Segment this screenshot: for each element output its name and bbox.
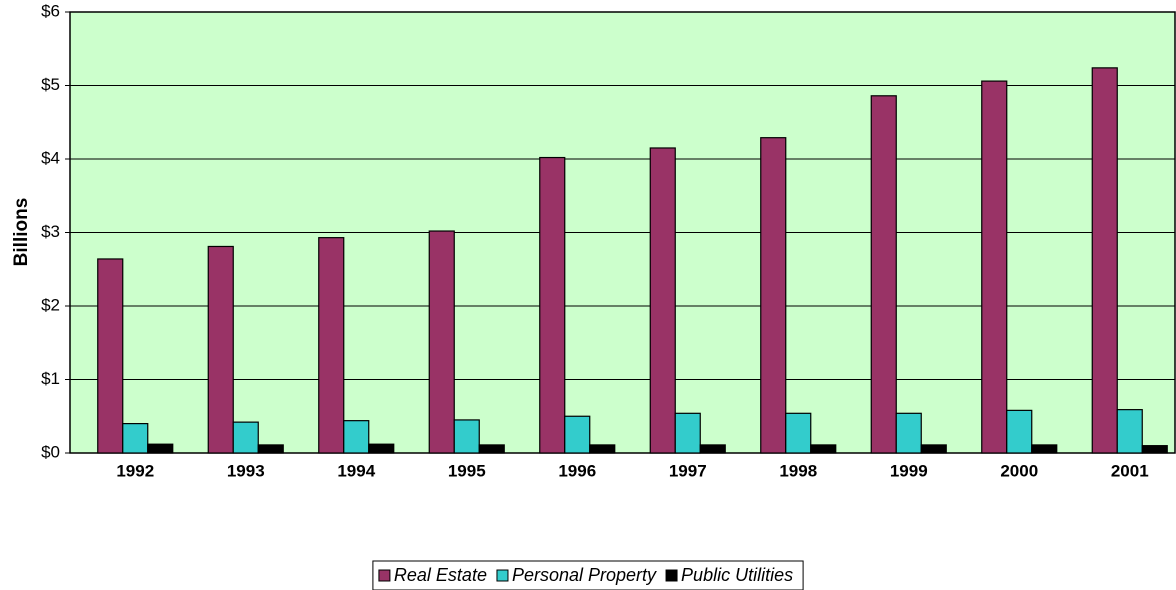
bar — [122, 423, 149, 454]
y-tick-label: $1 — [41, 369, 60, 388]
x-tick-label: 1996 — [558, 461, 596, 480]
bar — [699, 444, 726, 454]
legend — [372, 560, 804, 590]
legend-label: Public Utilities — [681, 565, 793, 585]
bar — [147, 443, 174, 454]
x-tick-label: 1995 — [448, 461, 486, 480]
bar — [207, 245, 234, 454]
bar — [1116, 409, 1143, 454]
legend-label: Real Estate — [394, 565, 487, 585]
bar — [232, 421, 259, 454]
bar — [453, 419, 480, 454]
bar — [97, 258, 124, 454]
bar — [539, 156, 566, 454]
bar — [343, 420, 370, 454]
x-tick-label: 1992 — [116, 461, 154, 480]
bar — [368, 443, 395, 454]
bar — [564, 415, 591, 454]
x-tick-label: 2000 — [1000, 461, 1038, 480]
legend-label: Personal Property — [512, 565, 657, 585]
bar — [428, 230, 455, 454]
bar — [981, 80, 1008, 454]
bar — [870, 95, 897, 454]
x-tick-label: 1999 — [890, 461, 928, 480]
y-tick-label: $3 — [41, 222, 60, 241]
x-tick-label: 1993 — [227, 461, 265, 480]
bar — [674, 412, 701, 454]
bar — [318, 237, 345, 454]
bar — [478, 444, 505, 454]
bar — [810, 444, 837, 454]
y-tick-label: $5 — [41, 75, 60, 94]
bar — [589, 444, 616, 454]
legend-swatch — [378, 569, 391, 582]
bar — [257, 444, 284, 454]
x-tick-label: 1997 — [669, 461, 707, 480]
bar — [1091, 67, 1118, 454]
legend-swatch — [496, 569, 509, 582]
x-tick-label: 1998 — [779, 461, 817, 480]
y-tick-label: $6 — [41, 1, 60, 20]
bar — [760, 137, 787, 454]
bar — [895, 412, 922, 454]
x-tick-label: 1994 — [337, 461, 375, 480]
bar — [920, 444, 947, 454]
x-tick-label: 2001 — [1111, 461, 1149, 480]
bar — [1141, 445, 1168, 454]
legend-swatch — [665, 569, 678, 582]
y-axis-title: Billions — [11, 198, 32, 267]
bar — [1031, 444, 1058, 454]
bar — [785, 412, 812, 454]
bar — [1006, 409, 1033, 454]
y-tick-label: $2 — [41, 295, 60, 314]
bar — [649, 147, 676, 454]
y-tick-label: $0 — [41, 442, 60, 461]
y-tick-label: $4 — [41, 148, 60, 167]
